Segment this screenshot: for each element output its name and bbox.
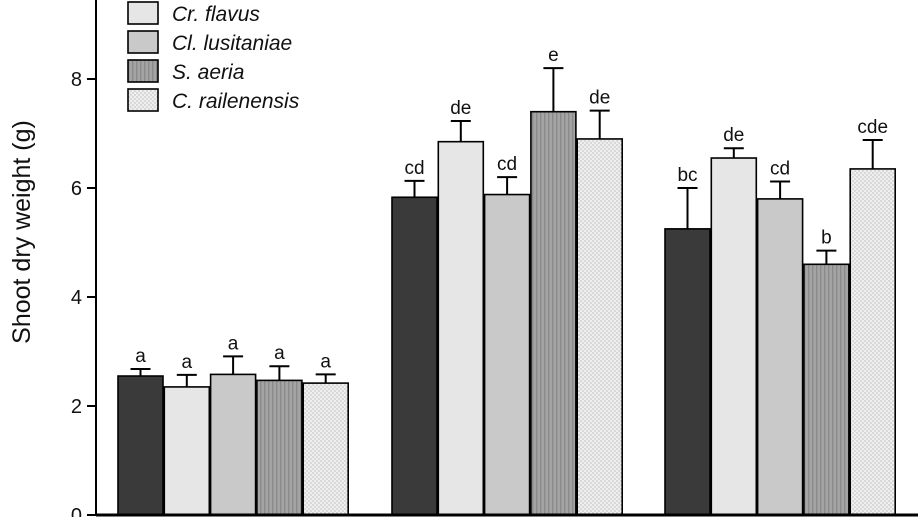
legend-label: Cr. flavus	[172, 3, 260, 26]
bar	[391, 196, 438, 516]
y-axis-ticks: 0 2 4 6 8	[71, 69, 96, 517]
significance-label: a	[135, 346, 146, 367]
significance-label: a	[182, 352, 193, 373]
significance-label: bc	[677, 165, 697, 186]
bar	[664, 228, 711, 516]
bar	[163, 386, 211, 516]
bar	[256, 379, 303, 516]
legend-label: C. railenensis	[172, 90, 300, 113]
bar	[710, 157, 758, 516]
y-tick-label: 0	[71, 505, 82, 517]
significance-label: e	[548, 45, 559, 66]
bar	[437, 140, 485, 516]
legend-swatch	[127, 88, 159, 112]
significance-label: a	[228, 333, 239, 354]
bar	[756, 198, 804, 516]
bars-layer: a cd bc a de de a cd cd a e b a de cde	[117, 45, 897, 516]
legend-swatch	[127, 30, 159, 54]
bar	[209, 373, 257, 516]
bar	[530, 110, 577, 516]
bar	[117, 375, 164, 516]
bar	[803, 263, 850, 516]
y-tick-label: 6	[71, 178, 82, 200]
significance-label: cd	[770, 158, 790, 179]
significance-label: de	[723, 125, 744, 146]
legend-swatch	[127, 59, 159, 83]
bar	[849, 168, 897, 516]
significance-label: b	[821, 228, 832, 249]
significance-label: de	[450, 98, 471, 119]
significance-label: cd	[497, 154, 517, 175]
legend-swatch	[127, 1, 159, 25]
y-axis-title: Shoot dry weight (g)	[8, 120, 36, 344]
bar	[576, 138, 624, 516]
y-tick-label: 2	[71, 396, 82, 418]
legend: Cr. flavus Cl. lusitaniae S. aeria C. raile…	[127, 1, 300, 113]
bar	[483, 193, 531, 516]
y-tick-label: 8	[71, 69, 82, 91]
y-tick-label: 4	[71, 287, 82, 309]
significance-label: a	[274, 343, 285, 364]
significance-label: cd	[404, 158, 424, 179]
legend-label: Cl. lusitaniae	[172, 32, 292, 55]
legend-label: S. aeria	[172, 61, 244, 84]
bar	[302, 382, 350, 516]
significance-label: a	[320, 351, 331, 372]
significance-label: de	[589, 88, 610, 109]
significance-label: cde	[857, 117, 888, 138]
